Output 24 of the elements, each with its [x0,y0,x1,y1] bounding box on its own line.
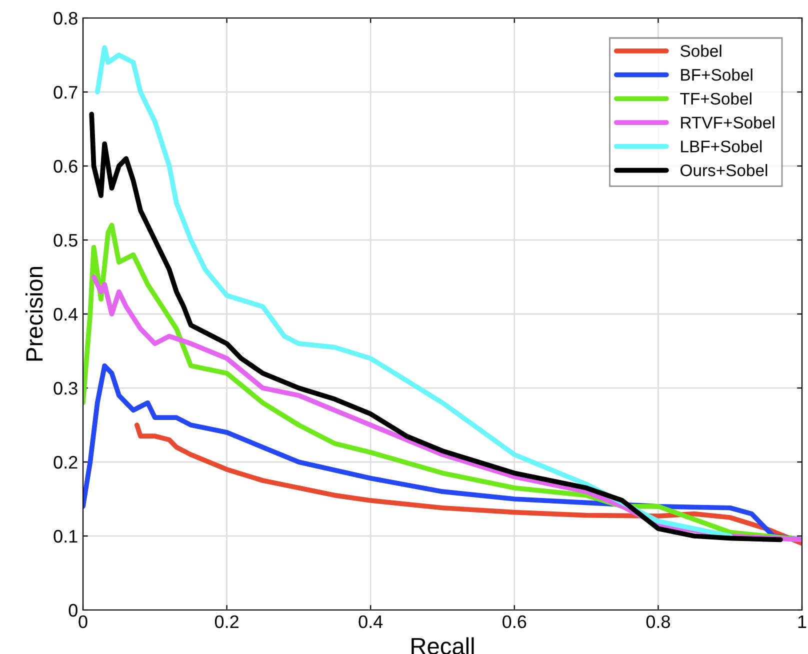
y-tick-label: 0.1 [54,530,78,543]
legend-label: Sobel [680,44,722,57]
x-tick-label: 0.8 [646,615,670,628]
x-tick-label: 1 [798,616,806,628]
y-tick-label: 0.5 [54,234,78,247]
y-tick-label: 0.6 [54,160,78,173]
legend-label: Ours+Sobel [680,164,768,176]
line-series [134,422,802,546]
y-tick-label: 0 [68,604,78,617]
x-tick-label: 0.4 [358,615,383,628]
x-tick-label: 0 [78,615,88,628]
line-series [89,112,783,542]
legend-label: LBF+Sobel [681,140,762,152]
x-tick-label: 0.2 [214,615,238,628]
legend-label: BF+Sobel [681,68,752,81]
y-tick-label: 0.2 [54,456,78,469]
y-tick-label: 0.3 [54,382,78,395]
x-tick-label: 0.6 [502,615,526,628]
y-tick-label: 0.4 [54,308,78,321]
y-tick-label: 0.7 [54,86,78,99]
y-tick-label: 0.8 [54,12,78,25]
legend-label: TF+Sobel [680,92,752,105]
legend-label: RTVF+Sobel [681,116,774,129]
y-axis-title: Precision [25,266,43,361]
